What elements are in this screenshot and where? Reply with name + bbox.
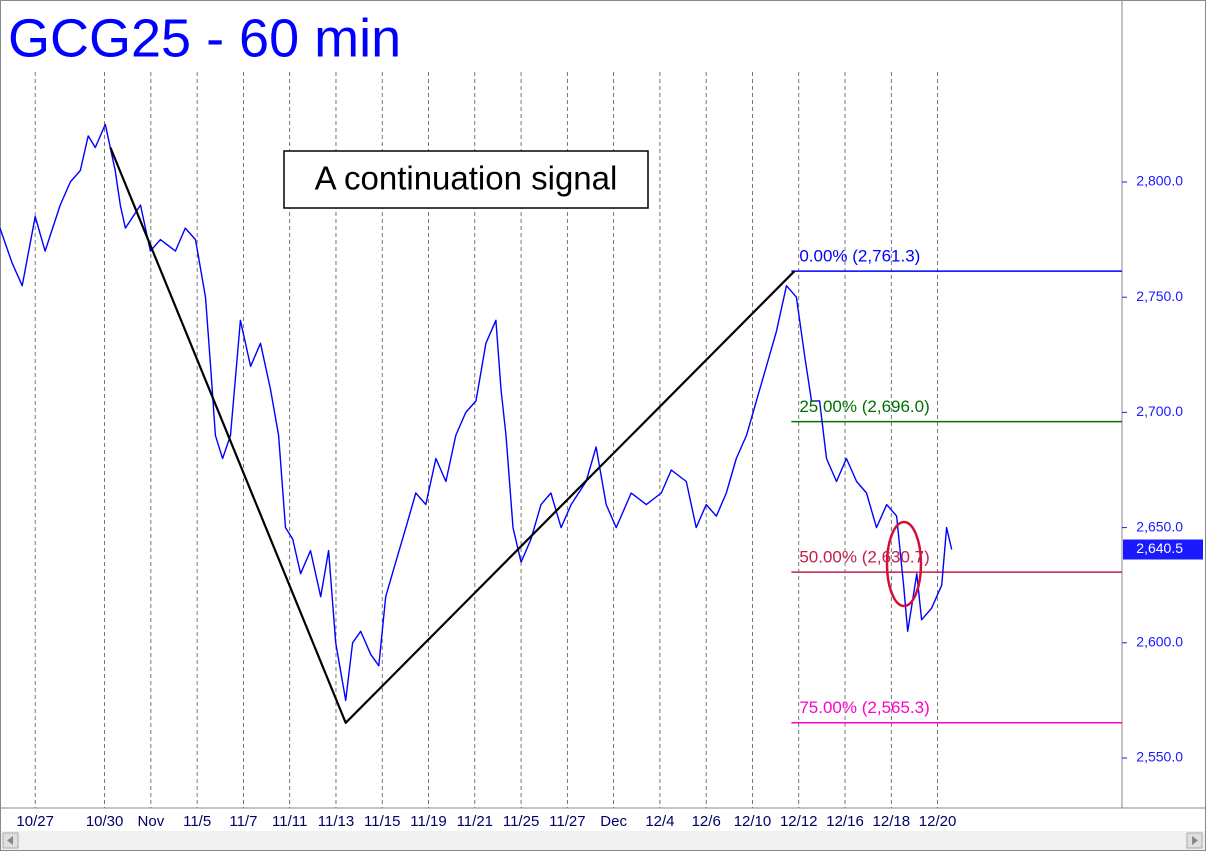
x-tick-label: 12/6 <box>692 813 721 830</box>
price-line <box>0 123 953 702</box>
x-tick-label: 11/25 <box>503 813 539 830</box>
y-tick-label: 2,800.0 <box>1136 173 1183 189</box>
annotation: A continuation signal <box>315 160 618 197</box>
fib-label: 75.00% (2,565.3) <box>799 698 929 717</box>
x-tick-label: 11/5 <box>183 813 211 830</box>
x-tick-label: 11/13 <box>318 813 354 830</box>
x-tick-label: 11/21 <box>457 813 493 830</box>
y-tick-label: 2,650.0 <box>1136 518 1183 534</box>
scrollbar <box>1 831 1205 850</box>
highlight-ellipse <box>885 520 923 608</box>
annotation-box <box>283 150 649 209</box>
x-tick-label: 12/4 <box>645 813 674 830</box>
y-tick-label: 2,750.0 <box>1136 288 1183 304</box>
x-tick-label: 11/11 <box>272 813 307 830</box>
fib-label: 0.00% (2,761.3) <box>799 247 920 266</box>
x-tick-label: 12/18 <box>873 813 911 830</box>
x-tick-label: 11/19 <box>410 813 446 830</box>
scroll-track <box>1 831 1205 850</box>
x-tick-label: 11/15 <box>364 813 400 830</box>
marks <box>0 123 1122 724</box>
x-tick-label: Nov <box>138 813 165 830</box>
fib-label: 25.00% (2,696.0) <box>799 397 929 416</box>
trend-line <box>109 147 796 724</box>
y-tick-label: 2,700.0 <box>1136 403 1183 419</box>
x-tick-label: 10/27 <box>16 813 54 830</box>
x-tick-label: Dec <box>600 813 627 830</box>
last-price-box <box>1123 539 1203 560</box>
chart-title: GCG25 - 60 min <box>8 8 401 68</box>
last-price-label: 2,640.5 <box>1136 540 1183 556</box>
x-tick-label: 12/20 <box>919 813 957 830</box>
y-tick-label: 2,550.0 <box>1136 749 1183 765</box>
x-tick-label: 12/12 <box>780 813 818 830</box>
x-tick-label: 10/30 <box>86 813 124 830</box>
x-tick-label: 12/10 <box>734 813 772 830</box>
y-tick-label: 2,600.0 <box>1136 634 1183 650</box>
x-tick-label: 12/16 <box>826 813 864 830</box>
x-tick-label: 11/7 <box>229 813 257 830</box>
fib-label: 50.00% (2,630.7) <box>799 548 929 567</box>
x-tick-label: 11/27 <box>549 813 585 830</box>
